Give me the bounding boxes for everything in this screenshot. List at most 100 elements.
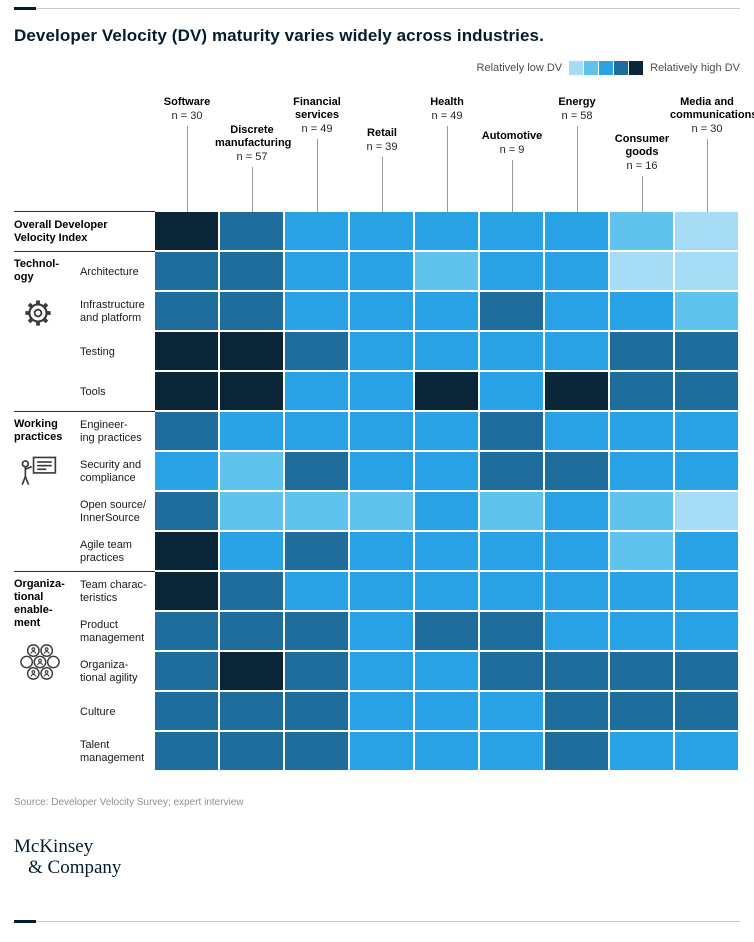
heatmap-cell-agile-team-practices-automotive	[480, 532, 543, 570]
heatmap-cell-culture-retail	[350, 692, 413, 730]
row-label-agile-team-practices: Agile team practices	[80, 539, 132, 564]
legend-swatch-level-1	[569, 61, 584, 75]
heatmap-cell-testing-retail	[350, 332, 413, 370]
heatmap-cell-security-and-compliance-energy	[545, 452, 608, 490]
label-rule-working-practices	[14, 411, 155, 412]
row-label-talent-management: Talent management	[80, 739, 145, 764]
heatmap-cell-testing-health	[415, 332, 478, 370]
row-label-testing: Testing	[80, 345, 115, 358]
heatmap-cell-infrastructure-and-platform-financial-services	[285, 292, 348, 330]
heatmap-cell-tools-media-and-communications	[675, 372, 738, 410]
heatmap-cell-overall-developer-velocity-index-media-and-communications	[675, 212, 738, 250]
heatmap-cell-engineer-ing-practices-financial-services	[285, 412, 348, 450]
column-name: Software	[163, 96, 211, 108]
heatmap-cell-team-charac-teristics-software	[155, 572, 218, 610]
group-label-organizational-enablement: Organiza- tional enable- ment	[14, 578, 65, 629]
heatmap-cell-architecture-health	[415, 252, 478, 290]
heatmap-cell-culture-media-and-communications	[675, 692, 738, 730]
row-label-open-source-innersource: Open source/ InnerSource	[80, 499, 147, 524]
heatmap-cell-organiza-tional-agility-media-and-communications	[675, 652, 738, 690]
group-label-technology: Technol- ogy	[14, 258, 60, 283]
heatmap-cell-tools-software	[155, 372, 218, 410]
heatmap-cell-open-source-innersource-media-and-communications	[675, 492, 738, 530]
heatmap-cell-overall-developer-velocity-index-health	[415, 212, 478, 250]
legend-swatches	[569, 61, 644, 75]
column-sample-size: n = 30	[171, 110, 203, 122]
row-label-product-management: Product management	[80, 619, 145, 644]
column-name: Consumer goods	[614, 132, 670, 158]
heatmap-cell-culture-financial-services	[285, 692, 348, 730]
heatmap-cell-engineer-ing-practices-health	[415, 412, 478, 450]
heatmap-grid	[155, 212, 738, 770]
heatmap-cell-open-source-innersource-retail	[350, 492, 413, 530]
column-header-financial-services: Financial services n = 49	[280, 96, 354, 136]
column-leader-line	[707, 139, 708, 212]
column-leader-line	[512, 160, 513, 212]
heatmap-cell-product-management-media-and-communications	[675, 612, 738, 650]
heatmap-cell-infrastructure-and-platform-energy	[545, 292, 608, 330]
heatmap-cell-culture-software	[155, 692, 218, 730]
heatmap-cell-architecture-energy	[545, 252, 608, 290]
heatmap-cell-infrastructure-and-platform-consumer-goods	[610, 292, 673, 330]
presenter-icon	[21, 456, 57, 486]
heatmap-cell-talent-management-retail	[350, 732, 413, 770]
column-leader-line	[577, 126, 578, 212]
heatmap-cell-organiza-tional-agility-retail	[350, 652, 413, 690]
heatmap-cell-security-and-compliance-financial-services	[285, 452, 348, 490]
column-header-automotive: Automotive n = 9	[475, 130, 549, 157]
heatmap-cell-organiza-tional-agility-health	[415, 652, 478, 690]
label-rule-top	[14, 211, 155, 212]
column-sample-size: n = 9	[499, 143, 525, 156]
label-rule-technology	[14, 251, 155, 252]
heatmap-cell-agile-team-practices-software	[155, 532, 218, 570]
column-name: Retail	[367, 126, 397, 139]
bottom-divider	[14, 921, 740, 922]
column-header-software: Software n = 30	[150, 96, 224, 123]
heatmap-cell-open-source-innersource-energy	[545, 492, 608, 530]
heatmap-cell-security-and-compliance-media-and-communications	[675, 452, 738, 490]
heatmap-cell-security-and-compliance-software	[155, 452, 218, 490]
logo-line1: McKinsey	[14, 836, 94, 857]
heatmap-cell-talent-management-energy	[545, 732, 608, 770]
heatmap-cell-agile-team-practices-consumer-goods	[610, 532, 673, 570]
heatmap-cell-testing-discrete-manufacturing	[220, 332, 283, 370]
heatmap-cell-organiza-tional-agility-discrete-manufacturing	[220, 652, 283, 690]
heatmap-cell-product-management-discrete-manufacturing	[220, 612, 283, 650]
heatmap-cell-talent-management-consumer-goods	[610, 732, 673, 770]
heatmap-cell-agile-team-practices-retail	[350, 532, 413, 570]
logo-line2: & Company	[28, 857, 122, 878]
heatmap-cell-engineer-ing-practices-software	[155, 412, 218, 450]
heatmap-cell-open-source-innersource-health	[415, 492, 478, 530]
heatmap-cell-security-and-compliance-discrete-manufacturing	[220, 452, 283, 490]
row-label-team-charac-teristics: Team charac- teristics	[80, 579, 147, 604]
heatmap-cell-team-charac-teristics-media-and-communications	[675, 572, 738, 610]
heatmap-cell-engineer-ing-practices-automotive	[480, 412, 543, 450]
heatmap-cell-culture-discrete-manufacturing	[220, 692, 283, 730]
heatmap-cell-talent-management-discrete-manufacturing	[220, 732, 283, 770]
color-legend: Relatively low DV Relatively high DV	[477, 61, 740, 75]
heatmap-cell-architecture-financial-services	[285, 252, 348, 290]
column-sample-size: n = 39	[366, 140, 398, 153]
column-header-energy: Energy n = 58	[540, 96, 614, 123]
heatmap-cell-engineer-ing-practices-media-and-communications	[675, 412, 738, 450]
heatmap-cell-overall-developer-velocity-index-financial-services	[285, 212, 348, 250]
top-accent-tick	[14, 7, 36, 10]
column-leader-line	[252, 167, 253, 212]
heatmap-cell-agile-team-practices-energy	[545, 532, 608, 570]
heatmap-cell-infrastructure-and-platform-discrete-manufacturing	[220, 292, 283, 330]
column-name: Energy	[558, 96, 596, 108]
column-sample-size: n = 49	[431, 110, 463, 122]
heatmap-cell-product-management-retail	[350, 612, 413, 650]
heatmap-cell-architecture-automotive	[480, 252, 543, 290]
heatmap-cell-organiza-tional-agility-energy	[545, 652, 608, 690]
heatmap-cell-team-charac-teristics-consumer-goods	[610, 572, 673, 610]
row-label-culture: Culture	[80, 705, 116, 718]
column-leader-line	[317, 139, 318, 212]
heatmap-cell-talent-management-health	[415, 732, 478, 770]
heatmap-cell-tools-energy	[545, 372, 608, 410]
heatmap-cell-tools-automotive	[480, 372, 543, 410]
heatmap-cell-engineer-ing-practices-retail	[350, 412, 413, 450]
column-headers: Software n = 30 Discrete manufacturing n = …	[155, 92, 754, 212]
heatmap-cell-infrastructure-and-platform-automotive	[480, 292, 543, 330]
